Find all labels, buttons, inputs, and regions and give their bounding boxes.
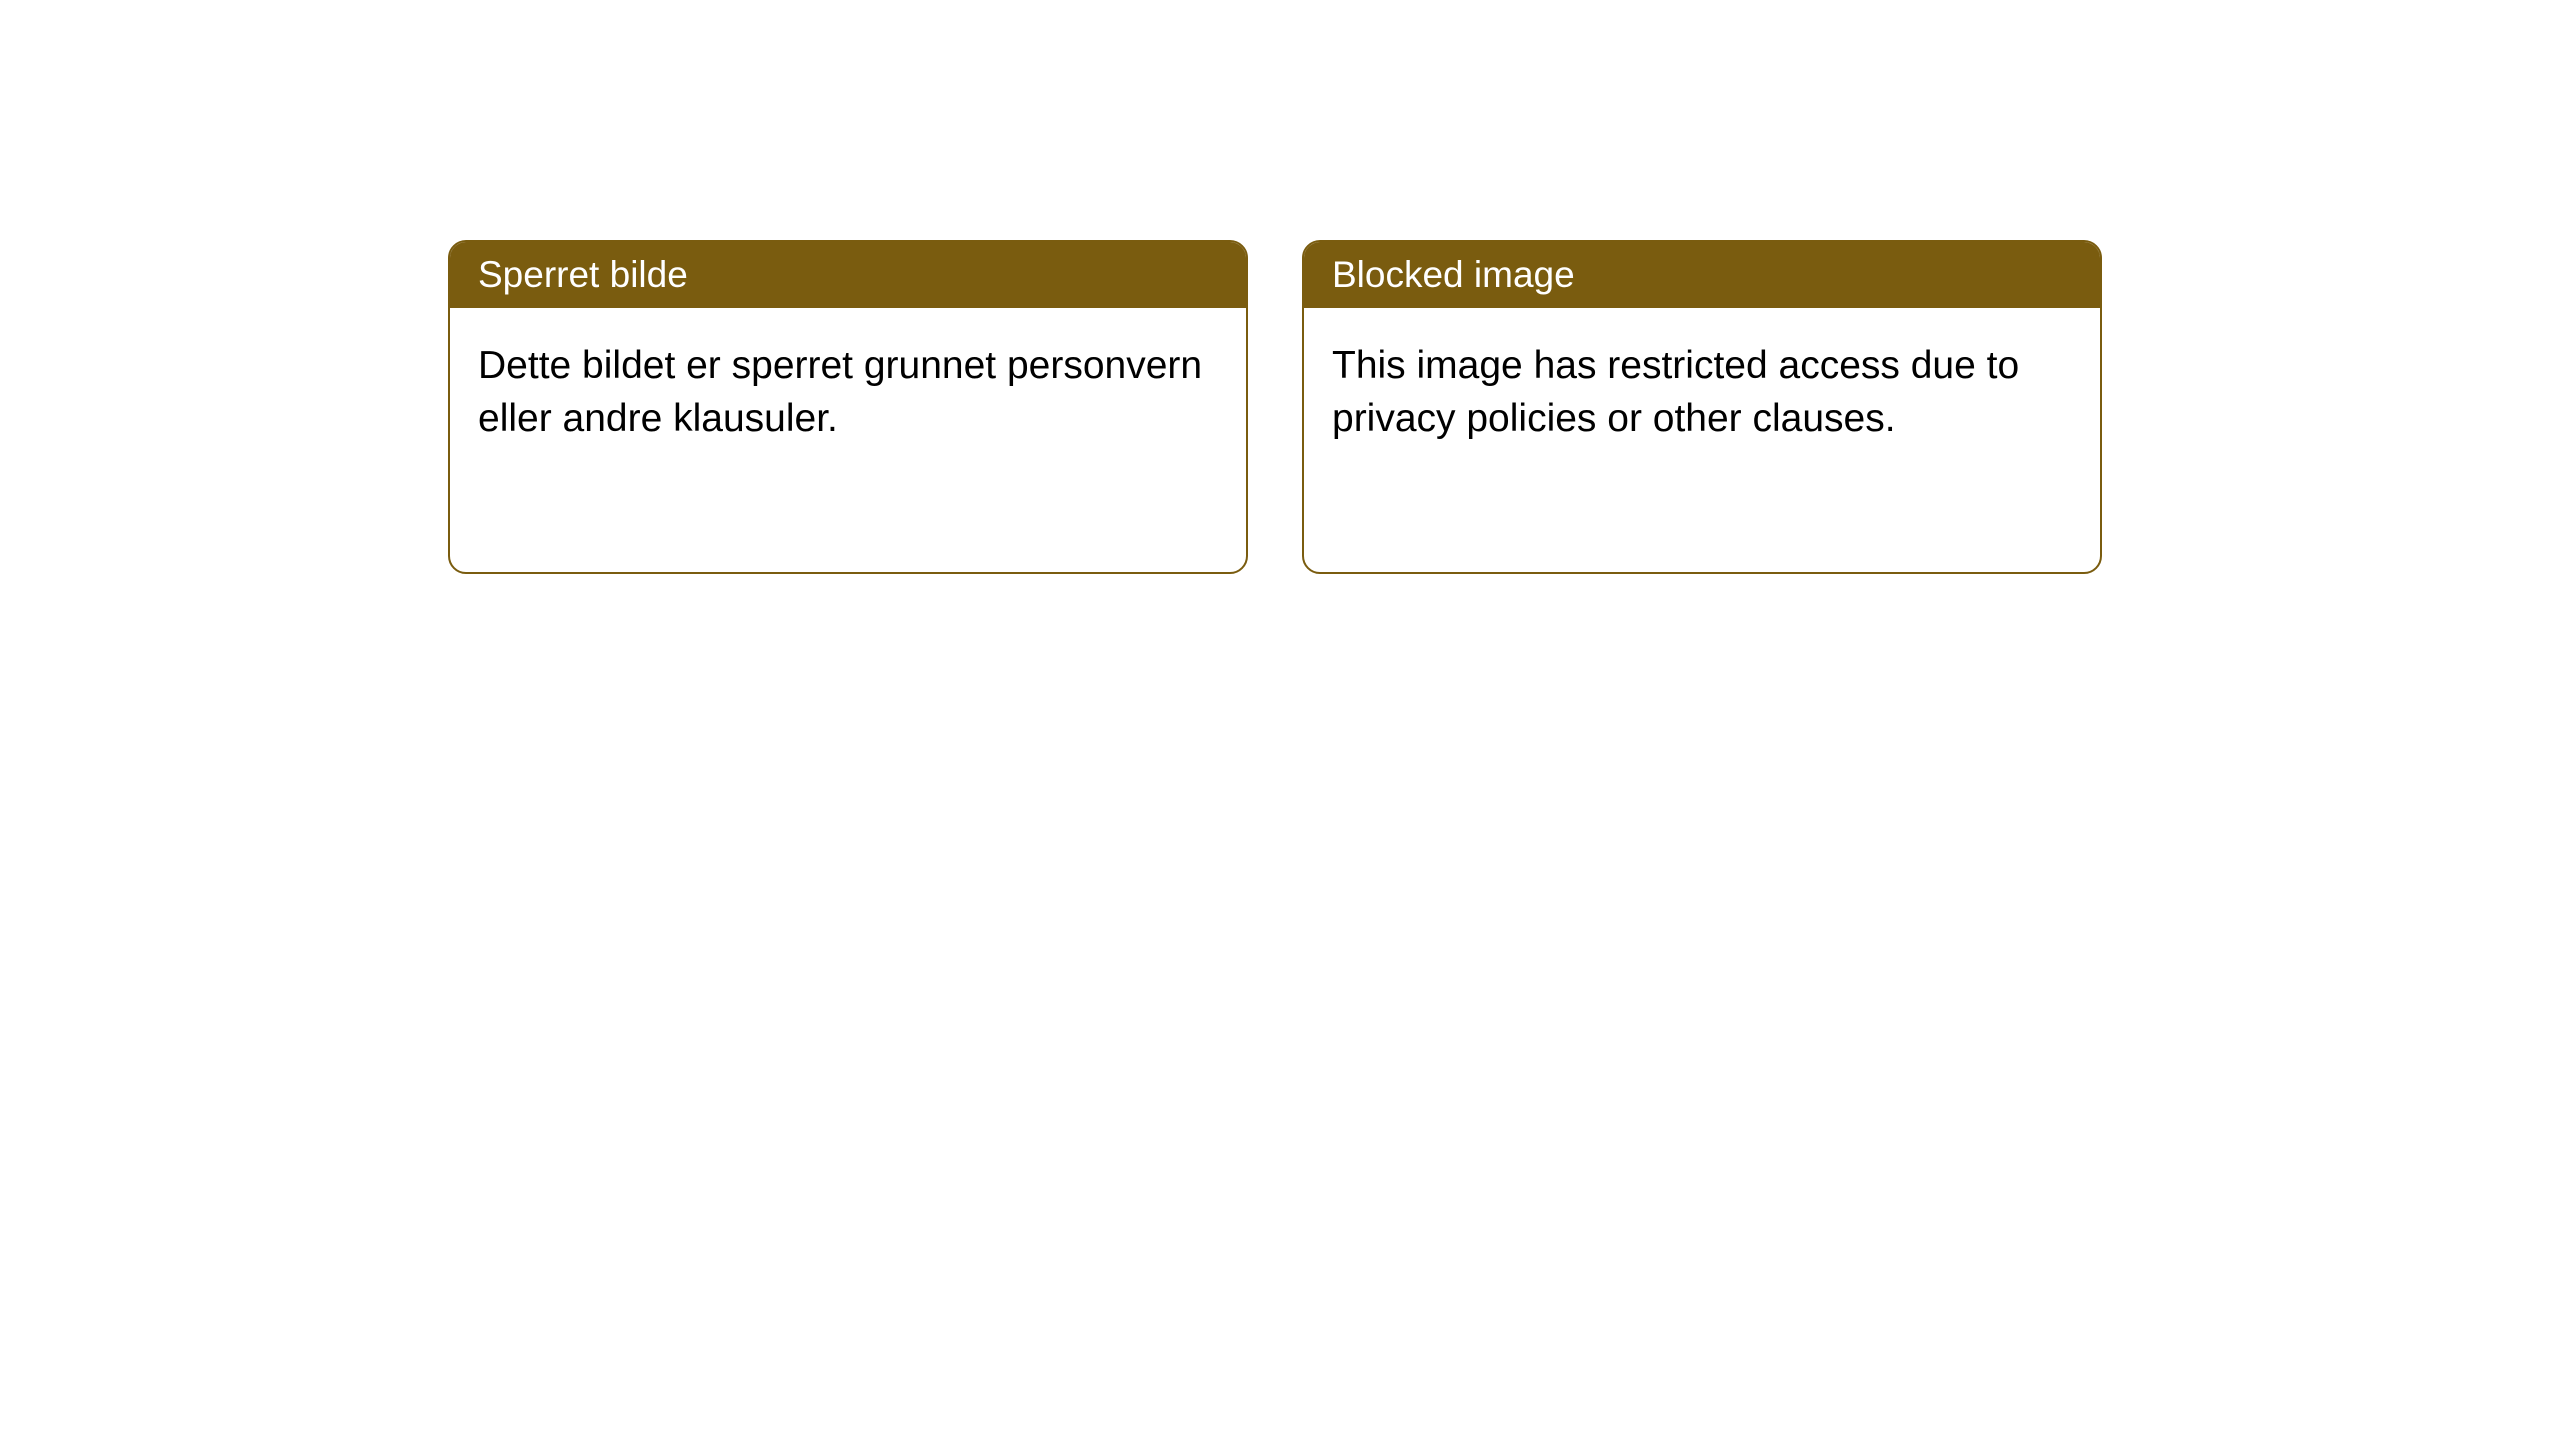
notice-card-english: Blocked image This image has restricted … [1302, 240, 2102, 574]
notice-body-english: This image has restricted access due to … [1304, 308, 2100, 477]
notice-title-norwegian: Sperret bilde [450, 242, 1246, 308]
notice-card-norwegian: Sperret bilde Dette bildet er sperret gr… [448, 240, 1248, 574]
notice-body-norwegian: Dette bildet er sperret grunnet personve… [450, 308, 1246, 477]
notice-container: Sperret bilde Dette bildet er sperret gr… [0, 0, 2560, 574]
notice-title-english: Blocked image [1304, 242, 2100, 308]
